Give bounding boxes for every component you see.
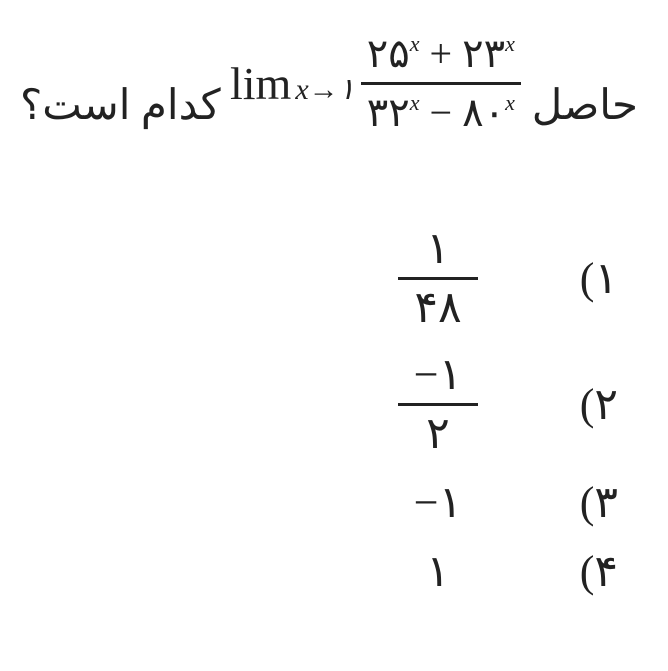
num-op: + [430, 31, 453, 76]
option-2-denominator: ۲ [398, 410, 478, 458]
option-1-marker: ۱) [528, 253, 618, 304]
option-1-bar [398, 277, 478, 280]
option-2-value: −۱ ۲ [348, 351, 528, 459]
num-term1-base: ۲۵ [367, 31, 410, 76]
option-2: ۲) −۱ ۲ [218, 351, 618, 459]
limit-row: lim x→۱ ۲۵x + ۲۳x ۳۲x − ۸۰x [230, 30, 530, 137]
fraction-denominator: ۳۲x − ۸۰x [361, 89, 521, 137]
limit-subscript: x→۱ [295, 73, 354, 106]
option-2-bar [398, 403, 478, 406]
option-1-value: ۱ ۴۸ [348, 225, 528, 333]
option-4: ۴) ۱ [218, 546, 618, 597]
limit-fraction: ۲۵x + ۲۳x ۳۲x − ۸۰x [361, 30, 521, 137]
den-term2-base: ۸۰ [462, 90, 505, 135]
options-list: ۱) ۱ ۴۸ ۲) −۱ ۲ ۳) −۱ [218, 225, 618, 615]
limit-sub-var: x [295, 73, 308, 106]
question-line: حاصل lim x→۱ ۲۵x + ۲۳x ۳ [0, 30, 668, 170]
option-1-denominator: ۴۸ [398, 284, 478, 332]
option-1: ۱) ۱ ۴۸ [218, 225, 618, 333]
limit-sub-val: ۱ [339, 73, 355, 106]
num-term1-exp: x [410, 31, 420, 56]
den-term1-exp: x [410, 90, 420, 115]
option-2-numerator: −۱ [398, 351, 478, 399]
option-4-text: ۱ [426, 547, 450, 596]
option-3-text: −۱ [414, 478, 462, 527]
option-4-value: ۱ [348, 546, 528, 597]
question-lead-word: حاصل [532, 80, 638, 130]
option-3: ۳) −۱ [218, 477, 618, 528]
den-term1-base: ۳۲ [367, 90, 410, 135]
limit-expression: lim x→۱ ۲۵x + ۲۳x ۳۲x − ۸۰x [230, 30, 530, 137]
option-2-marker: ۲) [528, 379, 618, 430]
fraction-bar [361, 82, 521, 85]
option-3-marker: ۳) [528, 477, 618, 528]
fraction-numerator: ۲۵x + ۲۳x [361, 30, 521, 78]
num-term2-exp: x [505, 31, 515, 56]
question-tail-phrase: کدام است؟ [20, 80, 221, 130]
page: حاصل lim x→۱ ۲۵x + ۲۳x ۳ [0, 0, 668, 671]
den-term2-exp: x [505, 90, 515, 115]
limit-operator: lim [230, 58, 291, 109]
option-2-fraction: −۱ ۲ [398, 351, 478, 459]
limit-operator-stack: lim x→۱ [230, 61, 355, 107]
num-term2-base: ۲۳ [462, 31, 505, 76]
option-1-numerator: ۱ [398, 225, 478, 273]
den-op: − [430, 90, 453, 135]
option-3-value: −۱ [348, 477, 528, 528]
option-4-marker: ۴) [528, 546, 618, 597]
option-1-fraction: ۱ ۴۸ [398, 225, 478, 333]
